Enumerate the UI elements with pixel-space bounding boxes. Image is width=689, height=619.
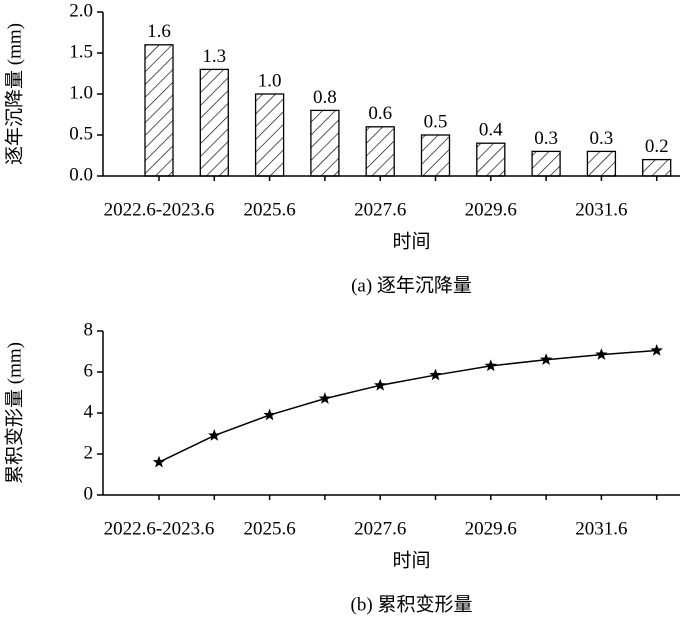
y-tick-label: 8	[84, 319, 94, 340]
x-tick-label: 2025.6	[243, 518, 295, 539]
x-tick-label: 2029.6	[465, 518, 517, 539]
x-tick-label: 2027.6	[354, 199, 406, 220]
y-tick-label: 0.0	[69, 164, 93, 185]
x-tick-label: 2031.6	[575, 199, 627, 220]
x-tick-label: 2027.6	[354, 518, 406, 539]
bar	[420, 134, 451, 177]
bar	[254, 93, 285, 177]
marker	[650, 343, 663, 356]
marker	[152, 455, 166, 468]
bar	[365, 126, 395, 177]
x-axis-label: 时间	[392, 230, 430, 252]
line	[158, 349, 657, 463]
y-tick-label: 4	[84, 401, 94, 422]
bar	[310, 109, 340, 177]
marker	[318, 392, 332, 404]
x-axis-label: 时间	[392, 549, 430, 571]
x-tick-label: 2031.6	[575, 518, 627, 539]
y-tick-label: 2	[84, 442, 94, 463]
y-tick-label: 1.0	[69, 82, 93, 103]
value-label: 0.3	[590, 128, 614, 149]
caption: (b) 累积变形量	[351, 593, 473, 615]
bar	[476, 142, 506, 177]
y-tick-label: 6	[84, 360, 94, 381]
value-label: 0.6	[368, 103, 392, 124]
marker	[374, 378, 387, 391]
value-label: 0.2	[645, 136, 669, 157]
x-tick-label: 2029.6	[465, 199, 517, 220]
marker	[484, 359, 497, 372]
marker	[263, 408, 276, 421]
y-tick-label: 0	[84, 483, 94, 504]
bar	[144, 44, 174, 177]
y-tick-label: 0.5	[69, 123, 93, 144]
x-tick-label: 2022.6-2023.6	[104, 518, 215, 539]
bar	[531, 150, 561, 177]
x-tick-label: 2025.6	[243, 199, 295, 220]
bar	[199, 68, 229, 177]
value-label: 0.8	[313, 87, 337, 108]
marker	[539, 353, 553, 365]
y-tick-label: 2.0	[69, 0, 93, 21]
x-tick-label: 2022.6-2023.6	[104, 199, 215, 220]
caption: (a) 逐年沉降量	[351, 274, 472, 296]
value-label: 0.4	[479, 120, 503, 141]
y-axis-label: 累积变形量 (mm)	[3, 342, 25, 484]
bar	[642, 158, 672, 177]
marker	[595, 348, 608, 360]
value-label: 0.5	[424, 111, 448, 132]
value-label: 0.3	[534, 128, 558, 149]
y-tick-label: 1.5	[69, 41, 93, 62]
value-label: 1.0	[258, 70, 282, 91]
value-label: 1.6	[147, 21, 171, 42]
value-label: 1.3	[202, 46, 226, 67]
bar	[586, 150, 617, 177]
marker	[429, 368, 442, 381]
y-axis-label: 逐年沉降量 (mm)	[3, 23, 25, 165]
marker	[208, 429, 221, 441]
